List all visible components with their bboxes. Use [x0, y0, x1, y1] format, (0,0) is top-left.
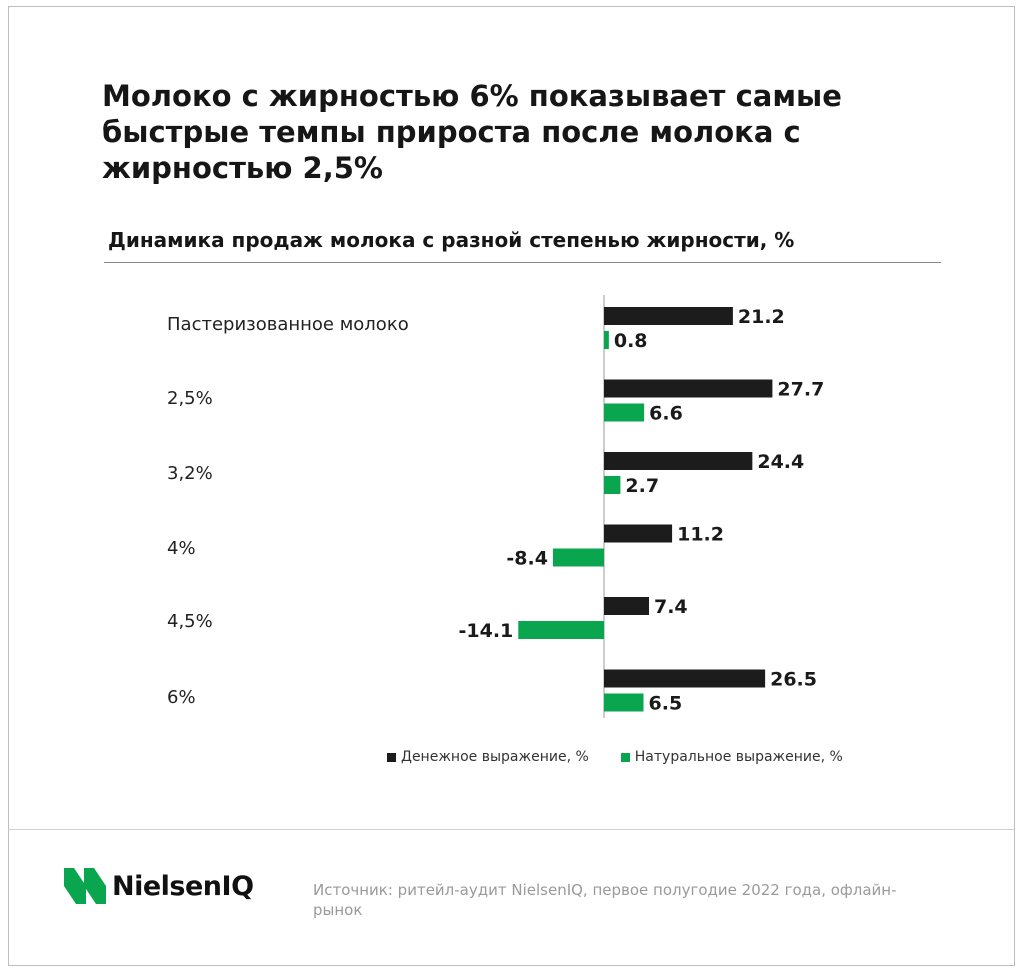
bar [604, 669, 766, 688]
legend-swatch [620, 752, 630, 762]
chart-subtitle: Динамика продаж молока с разной степенью… [108, 228, 795, 252]
card-frame [8, 6, 1015, 966]
category-label: 4% [167, 538, 196, 559]
bar [518, 621, 604, 639]
legend-item-value: Денежное выражение, % [387, 749, 589, 765]
data-label: 21.2 [738, 306, 785, 328]
data-label: -8.4 [506, 548, 548, 570]
category-label: 6% [167, 687, 196, 708]
category-label: 4,5% [167, 611, 213, 632]
bar [604, 379, 773, 398]
bar [604, 597, 649, 615]
bar [604, 452, 753, 470]
data-label: 26.5 [770, 669, 817, 691]
logo-text: NielsenIQ [112, 870, 254, 902]
divider-line [104, 262, 941, 263]
data-label: 0.8 [614, 330, 648, 352]
data-label: 11.2 [677, 524, 724, 546]
bar [604, 524, 673, 543]
legend-item-volume: Натуральное выражение, % [620, 749, 843, 765]
data-label: -14.1 [459, 620, 514, 642]
category-label: 3,2% [167, 463, 213, 484]
nielseniq-logo-icon [64, 868, 106, 904]
data-label: 6.5 [649, 693, 683, 715]
data-label: 27.7 [777, 379, 824, 401]
bar [552, 548, 604, 567]
legend-swatch [387, 752, 396, 762]
category-label: 2,5% [167, 388, 213, 409]
bar [604, 331, 609, 349]
legend-label: Денежное выражение, % [401, 749, 589, 765]
bar [604, 307, 733, 325]
bar [604, 693, 644, 712]
legend-label: Натуральное выражение, % [634, 749, 843, 765]
data-label: 2.7 [625, 475, 659, 497]
data-label: 24.4 [757, 451, 804, 473]
nielseniq-logo: NielsenIQ [64, 866, 254, 906]
legend: Денежное выражение, % Натуральное выраже… [387, 749, 875, 765]
data-label: 7.4 [654, 596, 688, 618]
bar [604, 476, 621, 494]
chart-title: Молоко с жирностью 6% показывает самые б… [102, 79, 842, 185]
bar [604, 403, 645, 422]
data-label: 6.6 [649, 403, 683, 425]
category-label: Пастеризованное молоко [167, 314, 409, 335]
footer-divider [8, 829, 1015, 830]
source-note: Источник: ритейл-аудит NielsenIQ, первое… [313, 881, 897, 919]
